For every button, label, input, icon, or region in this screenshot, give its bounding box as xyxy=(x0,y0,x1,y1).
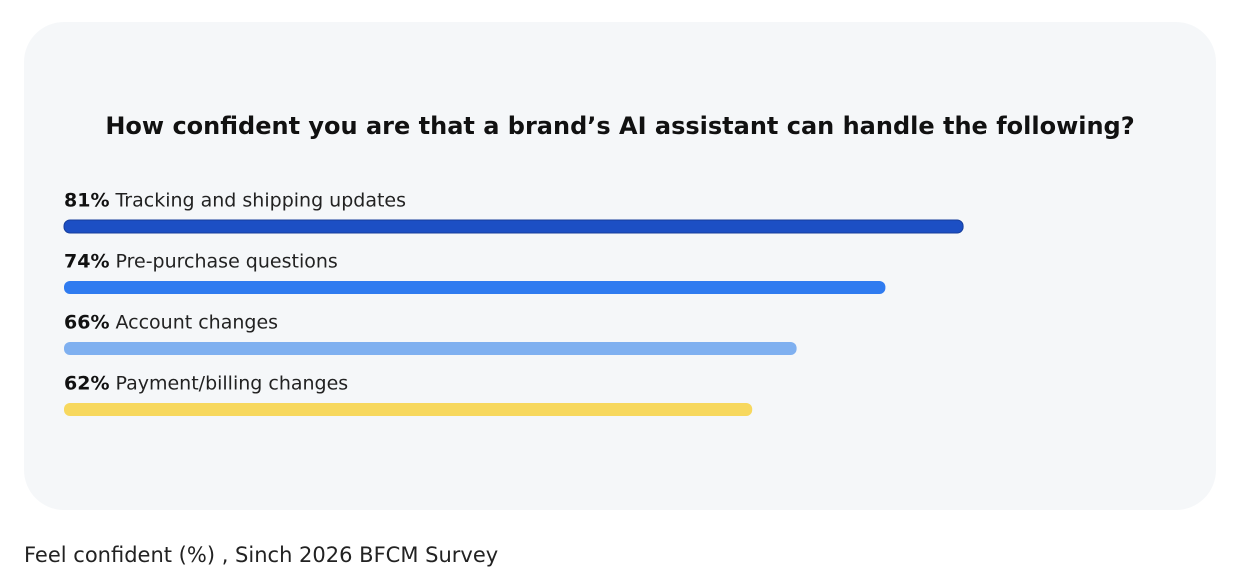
caption: Feel confident (%) , Sinch 2026 BFCM Sur… xyxy=(24,543,498,567)
value-label: 81% xyxy=(64,190,109,212)
chart-title: How confident you are that a brand’s AI … xyxy=(105,112,1134,140)
bar xyxy=(64,281,886,294)
category-label: Payment/billing changes xyxy=(115,373,348,395)
bar xyxy=(63,219,964,234)
value-label: 62% xyxy=(64,373,109,395)
value-label: 74% xyxy=(64,251,109,273)
bar xyxy=(64,403,753,416)
category-label: Account changes xyxy=(115,312,278,334)
value-label: 66% xyxy=(64,312,109,334)
card xyxy=(24,22,1216,510)
bar xyxy=(64,342,797,355)
category-label: Pre-purchase questions xyxy=(115,251,337,273)
category-label: Tracking and shipping updates xyxy=(114,190,406,212)
